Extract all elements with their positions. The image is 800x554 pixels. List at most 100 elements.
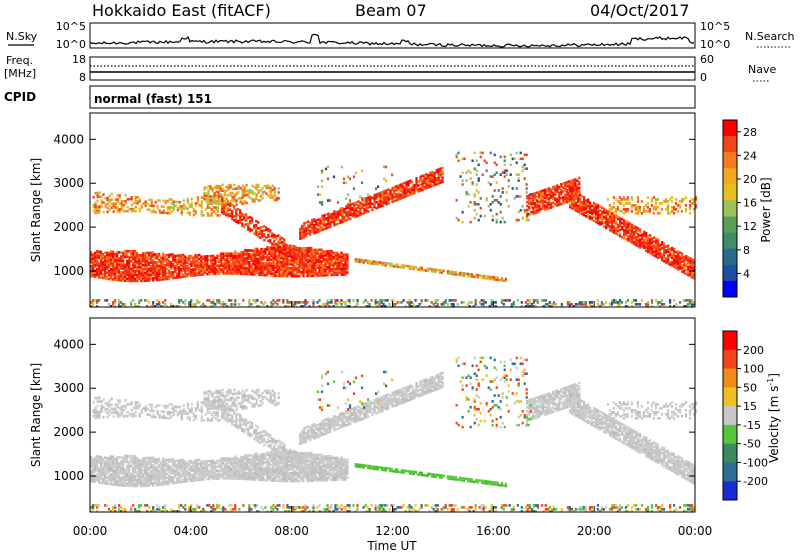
velocity-cell — [146, 480, 149, 484]
power-cell — [162, 274, 165, 277]
power-cell — [227, 207, 230, 210]
power-cell — [681, 260, 684, 263]
power-cell — [176, 274, 179, 277]
power-cell — [581, 195, 584, 198]
power-cell — [440, 303, 443, 306]
power-cell — [261, 235, 264, 239]
power-cell — [251, 192, 254, 196]
velocity-cell — [118, 475, 121, 479]
power-cell — [620, 198, 623, 201]
power-cell — [282, 301, 285, 304]
power-cell — [126, 263, 129, 267]
power-cell — [140, 299, 143, 302]
power-cell — [277, 191, 280, 194]
power-cell — [546, 203, 549, 207]
velocity-cell — [102, 462, 105, 465]
power-cell — [296, 274, 299, 278]
power-cell — [225, 189, 228, 193]
velocity-cell — [130, 458, 133, 462]
power-cell — [106, 210, 109, 214]
power-cell — [367, 210, 370, 213]
power-cell — [339, 211, 342, 215]
power-cell — [274, 254, 277, 258]
power-cell — [237, 185, 240, 188]
power-cell — [342, 257, 345, 260]
power-cell — [292, 305, 295, 308]
power-cell — [116, 210, 119, 213]
power-cell — [274, 266, 277, 270]
power-cell — [517, 173, 520, 176]
power-cell — [258, 271, 261, 275]
power-cell — [631, 235, 634, 239]
power-cell — [452, 272, 455, 276]
power-cell — [257, 235, 260, 238]
power-cell — [110, 192, 113, 196]
power-cell — [246, 268, 249, 272]
power-cell — [639, 240, 642, 243]
power-cell — [138, 305, 141, 308]
power-cell — [309, 259, 312, 263]
power-cell — [380, 305, 383, 308]
power-cell — [643, 242, 646, 246]
power-cell — [312, 299, 315, 302]
power-cell — [265, 184, 268, 188]
power-cell — [208, 270, 211, 274]
power-cell — [231, 191, 234, 195]
power-cell — [303, 231, 306, 235]
power-cell — [320, 266, 323, 269]
power-cell — [258, 249, 261, 253]
power-cell — [336, 303, 339, 306]
power-cell — [148, 261, 151, 265]
power-cell — [276, 250, 279, 254]
velocity-cell — [164, 474, 167, 478]
power-cell — [212, 262, 215, 266]
power-cell — [245, 193, 248, 197]
power-cell — [198, 253, 201, 257]
power-cell — [240, 262, 243, 266]
power-cell — [331, 212, 334, 216]
power-cell — [359, 203, 362, 207]
power-cell — [538, 200, 541, 204]
velocity-cell — [92, 472, 95, 475]
power-cell — [325, 213, 328, 216]
power-cell — [337, 218, 340, 221]
power-cell — [574, 178, 577, 181]
power-cell — [611, 226, 614, 229]
power-cell — [542, 299, 545, 302]
power-cell — [468, 305, 471, 308]
power-cell — [616, 305, 620, 308]
power-cell — [259, 189, 262, 192]
velocity-cell — [138, 474, 141, 478]
power-cell — [311, 266, 314, 270]
power-cell — [387, 194, 390, 197]
power-cell — [359, 213, 362, 216]
velocity-cell — [156, 461, 159, 465]
power-cell — [393, 187, 396, 191]
power-cell — [200, 212, 203, 215]
velocity-cell — [124, 474, 127, 477]
power-cell — [146, 277, 149, 280]
power-cell — [120, 263, 123, 266]
power-cell — [219, 187, 222, 190]
power-cell — [530, 195, 533, 198]
power-cell — [172, 274, 175, 278]
power-cell — [319, 225, 322, 229]
power-cell — [100, 258, 103, 262]
power-cell — [381, 194, 384, 198]
power-cell — [466, 272, 470, 276]
power-cell — [593, 219, 596, 223]
power-cell — [550, 204, 553, 207]
power-cell — [411, 186, 414, 190]
power-cell — [170, 303, 173, 306]
power-cell — [245, 215, 248, 218]
power-cell — [194, 258, 197, 261]
power-cell — [264, 266, 267, 269]
power-cell — [393, 189, 396, 193]
power-cell — [566, 180, 569, 184]
power-cell — [419, 175, 422, 179]
power-cell — [284, 274, 287, 278]
power-cell — [220, 256, 223, 259]
power-cell — [257, 199, 260, 202]
power-cell — [224, 254, 227, 257]
power-cell — [90, 258, 93, 262]
